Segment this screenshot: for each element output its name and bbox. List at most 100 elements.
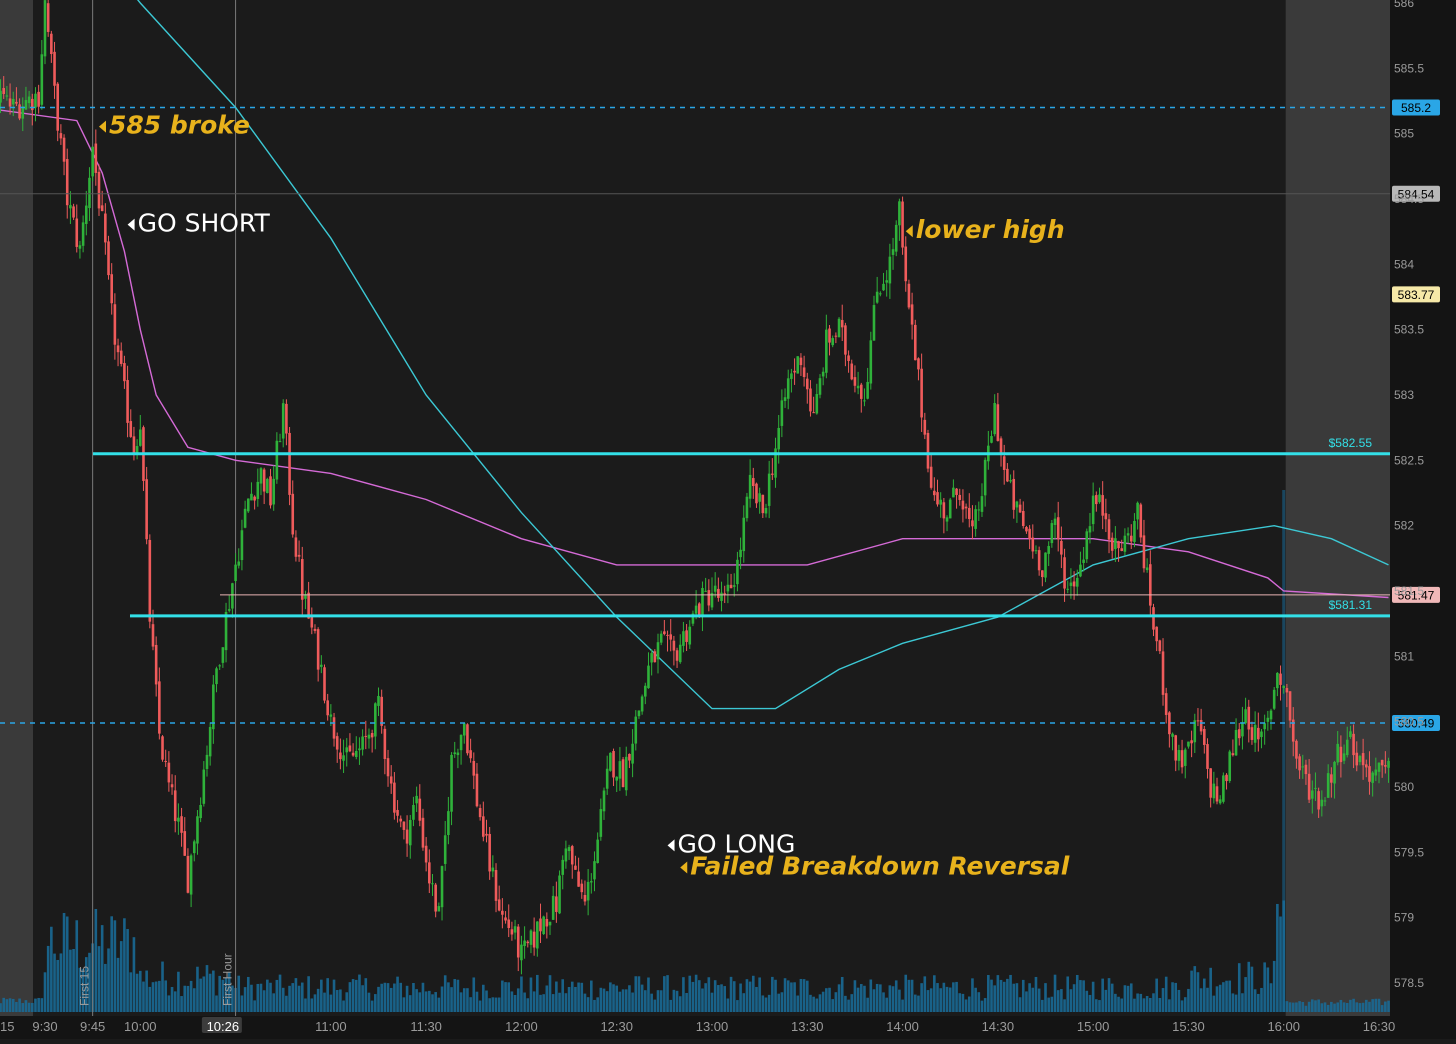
volume-bar — [243, 987, 247, 1012]
volume-bar — [621, 989, 625, 1012]
y-tick-label: 584 — [1394, 257, 1414, 271]
volume-bar — [1374, 998, 1378, 1012]
volume-bar — [1171, 982, 1174, 1012]
axes: 585.2 584.54 583.77 581.47 580.49 586 585.5 585… — [0, 0, 1440, 1034]
volume-bar — [577, 982, 580, 1012]
volume-bar — [774, 979, 777, 1012]
x-tick-label: 11:00 — [315, 1019, 347, 1034]
volume-bar — [199, 978, 202, 1012]
candle-body — [8, 98, 12, 107]
volume-bar — [961, 993, 965, 1012]
candle-body — [316, 629, 320, 670]
volume-bar — [1028, 983, 1031, 1012]
candle-body — [564, 848, 568, 862]
price-tag: 584.54 — [1398, 187, 1435, 201]
candle-body — [1012, 478, 1016, 510]
candle-body — [815, 394, 819, 414]
candle-body — [138, 429, 142, 446]
x-tick-label: 9:30 — [32, 1019, 57, 1034]
volume-bar — [786, 980, 790, 1012]
volume-bar — [1009, 974, 1012, 1012]
candle-body — [799, 357, 803, 366]
candle-body — [678, 644, 682, 663]
volume-bar — [710, 992, 714, 1012]
candle-body — [726, 584, 730, 592]
candle-body — [1364, 764, 1368, 768]
candle-body — [1082, 559, 1085, 563]
candle-body — [593, 861, 596, 880]
volume-bar — [920, 983, 923, 1012]
candle-body — [1149, 564, 1152, 606]
volume-bar — [138, 970, 142, 1012]
volume-bar — [383, 982, 387, 1012]
candle-body — [904, 246, 908, 282]
volume-bar — [275, 979, 279, 1012]
candle-body — [405, 829, 409, 844]
volume-bar — [1361, 1002, 1365, 1012]
candle-body — [278, 441, 282, 443]
x-tick-label: 14:30 — [982, 1019, 1015, 1034]
candle-body — [88, 177, 91, 209]
candle-body — [939, 499, 942, 505]
volume-bar — [840, 976, 844, 1012]
candle-body — [466, 724, 469, 754]
volume-bar — [456, 979, 460, 1012]
volume-bar — [548, 975, 552, 1012]
candle-body — [961, 500, 965, 510]
candle-body — [342, 755, 345, 761]
candle-body — [1301, 766, 1305, 768]
candle-body — [704, 590, 707, 592]
volume-bar — [723, 986, 727, 1012]
candle-body — [135, 446, 139, 454]
volume-bar — [119, 941, 123, 1012]
price-tag: 585.2 — [1401, 101, 1431, 115]
candle-body — [447, 811, 450, 836]
volume-bar — [917, 995, 920, 1012]
candle-body — [1368, 766, 1371, 782]
candle-body — [218, 665, 221, 667]
candle-body — [856, 385, 860, 389]
candle-body — [113, 304, 117, 345]
candle-body — [1314, 787, 1317, 789]
candle-body — [1129, 535, 1133, 542]
candle-body — [1203, 728, 1206, 745]
candle-body — [364, 735, 368, 737]
volume-bar — [269, 982, 272, 1012]
volume-bar — [1269, 983, 1273, 1012]
volume-bar — [266, 979, 269, 1012]
volume-bar — [1034, 976, 1038, 1012]
candle-body — [151, 624, 155, 647]
volume-bar — [1082, 980, 1085, 1012]
candle-body — [1085, 531, 1089, 560]
candle-body — [1044, 552, 1047, 578]
volume-bar — [596, 997, 599, 1012]
volume-bar — [675, 990, 679, 1012]
volume-bar — [189, 980, 193, 1012]
candle-body — [1009, 480, 1012, 482]
volume-bar — [40, 998, 44, 1012]
candle-body — [761, 494, 765, 514]
candle-body — [2, 88, 6, 94]
candle-body — [805, 378, 809, 390]
candle-body — [898, 201, 901, 226]
volume-bar — [1298, 1001, 1301, 1012]
candle-body — [1320, 799, 1324, 807]
volume-bar — [1352, 998, 1355, 1012]
volume-bar — [81, 968, 85, 1012]
volume-bar — [437, 997, 441, 1012]
x-tick-label: 12:30 — [600, 1019, 633, 1034]
volume-bar — [898, 989, 901, 1012]
candle-body — [777, 427, 780, 450]
candle-body — [967, 507, 971, 520]
candle-body — [43, 0, 47, 57]
candle-body — [1183, 749, 1187, 766]
price-tag-bg — [1392, 586, 1440, 603]
volume-bar — [1187, 988, 1190, 1012]
volume-bar — [1110, 983, 1114, 1012]
volume-bar — [1282, 490, 1286, 1012]
candle-body — [196, 816, 199, 844]
candle-body — [590, 881, 593, 883]
candle-body — [964, 506, 968, 509]
